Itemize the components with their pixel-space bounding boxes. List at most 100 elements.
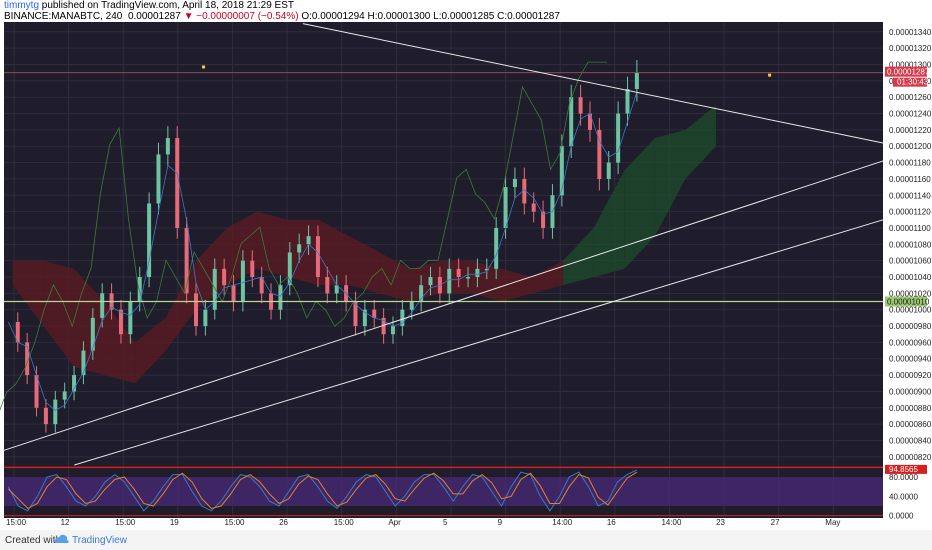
candle-body — [297, 244, 302, 253]
candle-body — [62, 391, 67, 400]
trendline-lower-1[interactable] — [3, 160, 884, 451]
publish-line: timmytg published on TradingView.com, Ap… — [4, 0, 294, 11]
close-value: C:0.00001287 — [497, 11, 560, 22]
candle-body — [118, 309, 123, 335]
candle-body — [334, 285, 339, 294]
candle-body — [53, 399, 58, 425]
candle-body — [381, 317, 386, 335]
candle-body — [569, 97, 574, 147]
ichimoku-cloud-segment — [135, 317, 166, 384]
candle-body — [419, 285, 424, 302]
publish-info: published on TradingView.com, April 18, … — [41, 0, 294, 11]
x-tick-label: 15:00 — [6, 518, 27, 527]
candle-body — [128, 301, 133, 335]
ichimoku-cloud-segment — [12, 260, 44, 327]
candle-body — [494, 227, 499, 269]
last-price-tag — [885, 66, 927, 77]
footer-bar: Created with TradingView — [0, 530, 932, 550]
ichimoku-cloud-segment — [654, 129, 686, 237]
x-tick-label: Apr — [388, 518, 401, 527]
y-tick-label: 0.00001140 — [889, 191, 931, 200]
x-tick-label: 14:00 — [661, 518, 682, 527]
candle-body — [362, 309, 367, 327]
chikou-span-line — [0, 61, 607, 411]
x-tick-label: 19 — [170, 518, 179, 527]
candle-body — [175, 138, 180, 228]
candle-body — [184, 227, 189, 294]
y-tick-label: 0.00000940 — [889, 355, 932, 364]
y-tick-label: 0.00001180 — [889, 159, 931, 168]
countdown-tag — [893, 77, 927, 87]
candle-body — [81, 350, 86, 376]
candle-body — [531, 203, 536, 212]
osc-y-tick-label: 40.0000 — [889, 492, 918, 501]
candle-body — [72, 375, 77, 392]
candle-body — [315, 236, 320, 278]
osc-y-tick-label: 80.0000 — [889, 473, 918, 482]
ichimoku-cloud-segment — [593, 170, 625, 278]
tradingview-link[interactable]: TradingView — [72, 535, 128, 546]
symbol-label: BINANCE:MANABTC, 240 — [4, 11, 123, 22]
level-tag-text: 0.00001010 — [887, 298, 930, 307]
candle-body — [165, 138, 170, 155]
low-value: L:0.00001285 — [433, 11, 495, 22]
y-tick-label: 0.00000840 — [889, 436, 932, 445]
signal-marker — [202, 65, 206, 69]
y-tick-label: 0.00001260 — [889, 93, 932, 102]
chart-canvas[interactable]: 0.00001340 0.00001320 0.00001300 0.0000 12 80… — [0, 22, 932, 530]
created-with-label: Created with — [5, 535, 62, 546]
ichimoku-cloud-segment — [440, 260, 472, 294]
countdown-tag-text: 01:30:43 — [897, 78, 929, 87]
x-tick-label: 15:00 — [334, 518, 355, 527]
y-tick-label: 0.00001200 — [889, 142, 932, 151]
y-tick-label: 0.00001080 — [889, 240, 932, 249]
ichimoku-cloud-segment — [563, 227, 594, 286]
y-tick-label: 0.00001100 — [889, 224, 931, 233]
tenkan-sen-line — [8, 91, 638, 411]
candle-body — [240, 260, 245, 302]
trendline-upper[interactable] — [302, 23, 884, 144]
candle-body — [90, 317, 95, 351]
candle-body — [541, 211, 546, 228]
candle-body — [503, 187, 508, 228]
x-tick-label: 15:00 — [224, 518, 245, 527]
x-tick-label: 16 — [607, 518, 616, 527]
candle-body — [259, 277, 264, 294]
y-tick-label: 0.00000900 — [889, 387, 932, 396]
y-tick-label: 0.00001000 — [889, 306, 932, 315]
stoch-series-d — [8, 471, 638, 510]
down-arrow-icon: ▼ — [183, 11, 194, 22]
ohlc-line: BINANCE:MANABTC, 240 0.00001287 ▼ −0.000… — [4, 11, 560, 22]
y-tick-label: 0.00001120 — [889, 208, 931, 217]
level-tag — [885, 296, 927, 307]
x-tick-label: 14:00 — [552, 518, 573, 527]
author-link[interactable]: timmytg — [4, 0, 39, 11]
last-price-tag-text: 0.00001287 — [887, 68, 930, 77]
ichimoku-cloud-segment — [196, 227, 227, 310]
candle-body — [456, 268, 461, 278]
open-value: O:0.00001294 — [301, 11, 365, 22]
candle-body — [25, 342, 30, 376]
candle-body — [43, 407, 48, 425]
x-tick-label: 5 — [443, 518, 448, 527]
candle-body — [625, 89, 630, 114]
candle-body — [15, 321, 20, 343]
high-value: H:0.00001300 — [367, 11, 431, 22]
y-tick-label: 0.00000860 — [889, 420, 932, 429]
ichimoku-cloud-segment — [73, 268, 105, 376]
candle-body — [616, 113, 621, 163]
ichimoku-cloud-segment — [349, 236, 380, 294]
stoch-value-text: 94.8565 — [889, 465, 918, 474]
candle-body — [428, 277, 433, 286]
candle-body — [137, 277, 142, 302]
candle-body — [278, 285, 283, 310]
candle-body — [475, 268, 480, 278]
chart-header: timmytg published on TradingView.com, Ap… — [0, 0, 932, 22]
trendline-lower-2[interactable] — [74, 219, 884, 466]
candle-body — [100, 293, 105, 318]
y-tick-label: 0.00000820 — [889, 453, 932, 462]
candle-body — [512, 178, 517, 188]
candle-body — [606, 162, 611, 179]
y-tick-label: 0.00000880 — [889, 404, 932, 413]
ichimoku-cloud-segment — [501, 268, 533, 302]
